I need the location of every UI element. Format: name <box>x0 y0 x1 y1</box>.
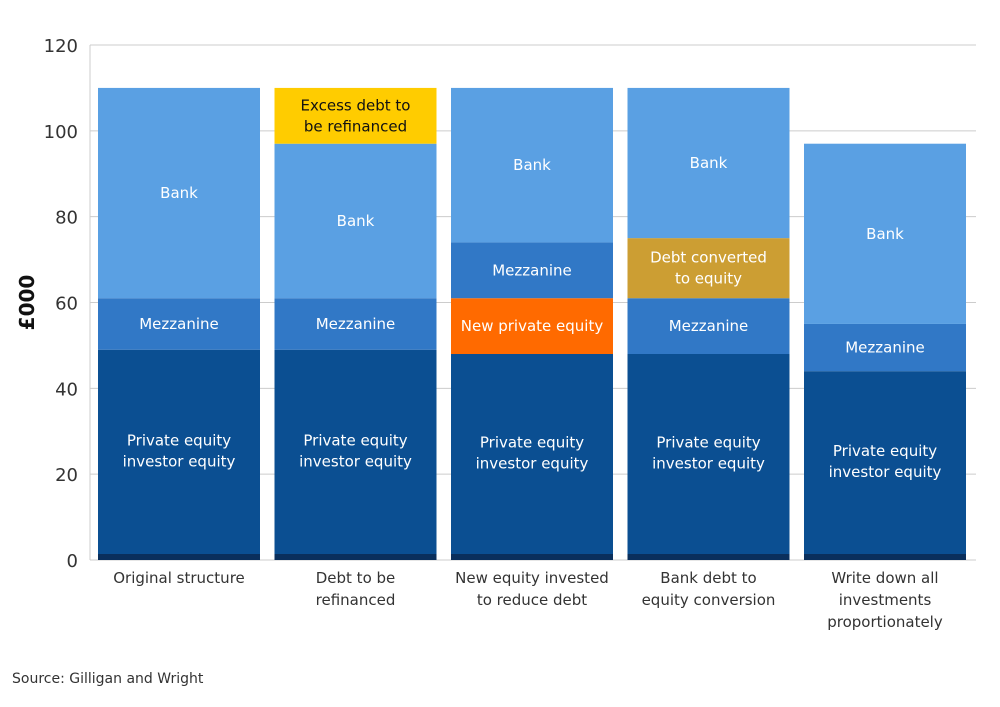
segment-label: New private equity <box>461 317 604 335</box>
segment-label: Private equity investor equity <box>123 431 236 470</box>
bar-segment-bank <box>98 87 260 299</box>
y-tick-label: 40 <box>55 379 78 400</box>
category-label: New equity invested to reduce debt <box>455 569 609 609</box>
y-tick-label: 120 <box>44 36 78 57</box>
bar-segment-mezz <box>627 298 790 354</box>
bar-segment-excess <box>274 87 437 144</box>
bar-segment-converted <box>627 238 790 299</box>
bar-segment-mezz <box>274 298 437 350</box>
segment-label: Mezzanine <box>139 315 219 333</box>
segment-label: Mezzanine <box>845 339 925 357</box>
segment-label: Private equity investor equity <box>476 434 589 473</box>
y-tick-label: 0 <box>67 551 78 572</box>
bar-segment-pe <box>98 349 260 560</box>
category-label: Debt to be refinanced <box>316 569 396 609</box>
y-tick-label: 100 <box>44 122 78 143</box>
bar-segment-mezz <box>804 323 966 372</box>
bar-segment-bank <box>451 87 613 243</box>
segment-label: Mezzanine <box>316 315 396 333</box>
y-axis-label: £000 <box>15 275 39 331</box>
bar-base-strip <box>627 554 790 560</box>
bar-base-strip <box>451 554 613 560</box>
bar-segment-pe <box>627 354 790 560</box>
bar-segment-bank <box>274 143 437 299</box>
category-label: Write down all investments proportionately <box>827 569 943 631</box>
y-tick-label: 20 <box>55 465 78 486</box>
category-label: Original structure <box>113 569 245 587</box>
segment-label: Private equity investor equity <box>652 434 765 473</box>
segment-label: Debt converted to equity <box>650 249 767 288</box>
segment-label: Bank <box>866 225 904 243</box>
bar-segment-mezz <box>98 298 260 350</box>
segment-label: Bank <box>337 212 375 230</box>
segment-label: Private equity investor equity <box>829 442 942 481</box>
segment-label: Mezzanine <box>492 261 572 279</box>
bar-segment-bank <box>627 87 790 239</box>
y-tick-label: 60 <box>55 294 78 315</box>
bar-segment-pe <box>804 371 966 560</box>
y-tick-label: 80 <box>55 208 78 229</box>
segment-label: Bank <box>160 184 198 202</box>
bar-segment-pe <box>274 349 437 560</box>
bar-segment-mezz <box>451 242 613 299</box>
bar-base-strip <box>274 554 437 560</box>
segment-label: Excess debt to be refinanced <box>301 96 411 135</box>
stacked-bar-chart: 0 20 40 60 80 100 120 £000 Private equity investo… <box>15 36 976 631</box>
bar-base-strip <box>98 554 260 560</box>
segment-label: Bank <box>513 156 551 174</box>
bar-segment-pe <box>451 354 613 560</box>
segment-label: Bank <box>690 154 728 172</box>
source-note: Source: Gilligan and Wright <box>12 671 204 687</box>
bar-segment-bank <box>804 143 966 324</box>
bar-segment-new_pe <box>451 298 613 354</box>
segment-label: Mezzanine <box>669 317 749 335</box>
category-label: Bank debt to equity conversion <box>642 569 776 609</box>
segment-label: Private equity investor equity <box>299 431 412 470</box>
bar-base-strip <box>804 554 966 560</box>
